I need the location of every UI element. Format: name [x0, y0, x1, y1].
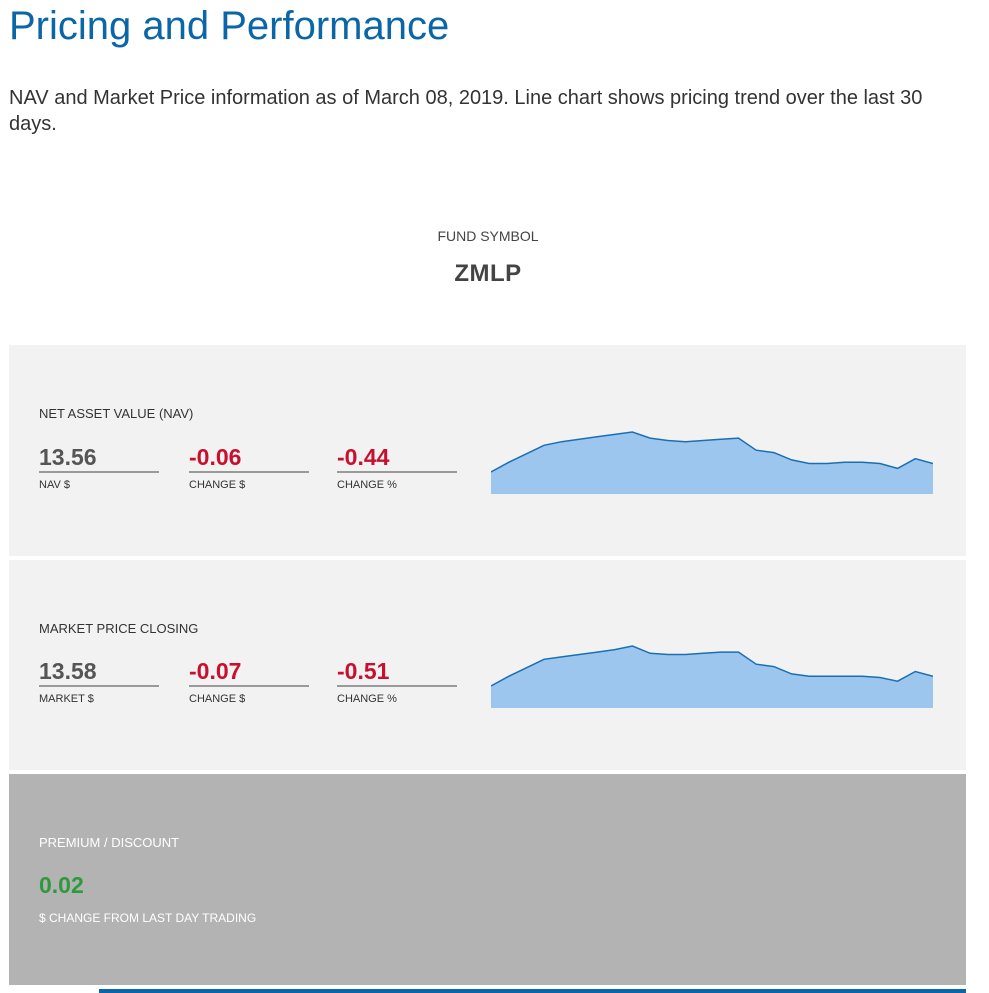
market-change-pct-value: -0.51 — [337, 658, 457, 687]
nav-section-label: NET ASSET VALUE (NAV) — [39, 406, 194, 421]
nav-value-metric: 13.56 NAV $ — [39, 444, 159, 491]
nav-value-label: NAV $ — [39, 479, 70, 491]
nav-change-pct-label: CHANGE % — [337, 479, 397, 491]
market-change-pct-label: CHANGE % — [337, 693, 397, 705]
sparkline-line — [491, 431, 933, 473]
fund-symbol-label: FUND SYMBOL — [437, 228, 539, 244]
market-change-pct-metric: -0.51 CHANGE % — [337, 658, 457, 705]
premium-discount-panel: PREMIUM / DISCOUNT 0.02 $ CHANGE FROM LA… — [9, 774, 966, 985]
nav-change-pct-value: -0.44 — [337, 444, 457, 473]
market-change-metric: -0.07 CHANGE $ — [189, 658, 309, 705]
sparkline-area — [491, 432, 933, 494]
market-change-value: -0.07 — [189, 658, 309, 687]
sparkline-line — [491, 645, 933, 687]
premium-discount-sub-label: $ CHANGE FROM LAST DAY TRADING — [39, 911, 257, 925]
nav-change-label: CHANGE $ — [189, 479, 246, 491]
market-value-metric: 13.58 MARKET $ — [39, 658, 159, 705]
market-panel: MARKET PRICE CLOSING 13.58 MARKET $ -0.0… — [9, 560, 966, 770]
nav-change-value: -0.06 — [189, 444, 309, 473]
page-title: Pricing and Performance — [9, 4, 450, 48]
market-change-label: CHANGE $ — [189, 693, 246, 705]
nav-change-pct-metric: -0.44 CHANGE % — [337, 444, 457, 491]
market-value-label: MARKET $ — [39, 693, 94, 705]
sparkline-area — [491, 646, 933, 708]
fund-symbol-value: ZMLP — [454, 260, 522, 287]
fund-symbol-block: FUND SYMBOL ZMLP — [0, 226, 976, 288]
nav-value: 13.56 — [39, 444, 159, 473]
page-description: NAV and Market Price information as of M… — [9, 87, 923, 135]
market-section-label: MARKET PRICE CLOSING — [39, 621, 199, 636]
premium-discount-value: 0.02 — [39, 872, 84, 898]
nav-sparkline — [491, 431, 933, 494]
nav-change-metric: -0.06 CHANGE $ — [189, 444, 309, 491]
nav-panel: NET ASSET VALUE (NAV) 13.56 NAV $ -0.06 … — [9, 345, 966, 556]
market-value: 13.58 — [39, 658, 159, 687]
market-sparkline — [491, 645, 933, 708]
premium-discount-label: PREMIUM / DISCOUNT — [39, 835, 180, 850]
bottom-accent-rule — [99, 989, 966, 993]
